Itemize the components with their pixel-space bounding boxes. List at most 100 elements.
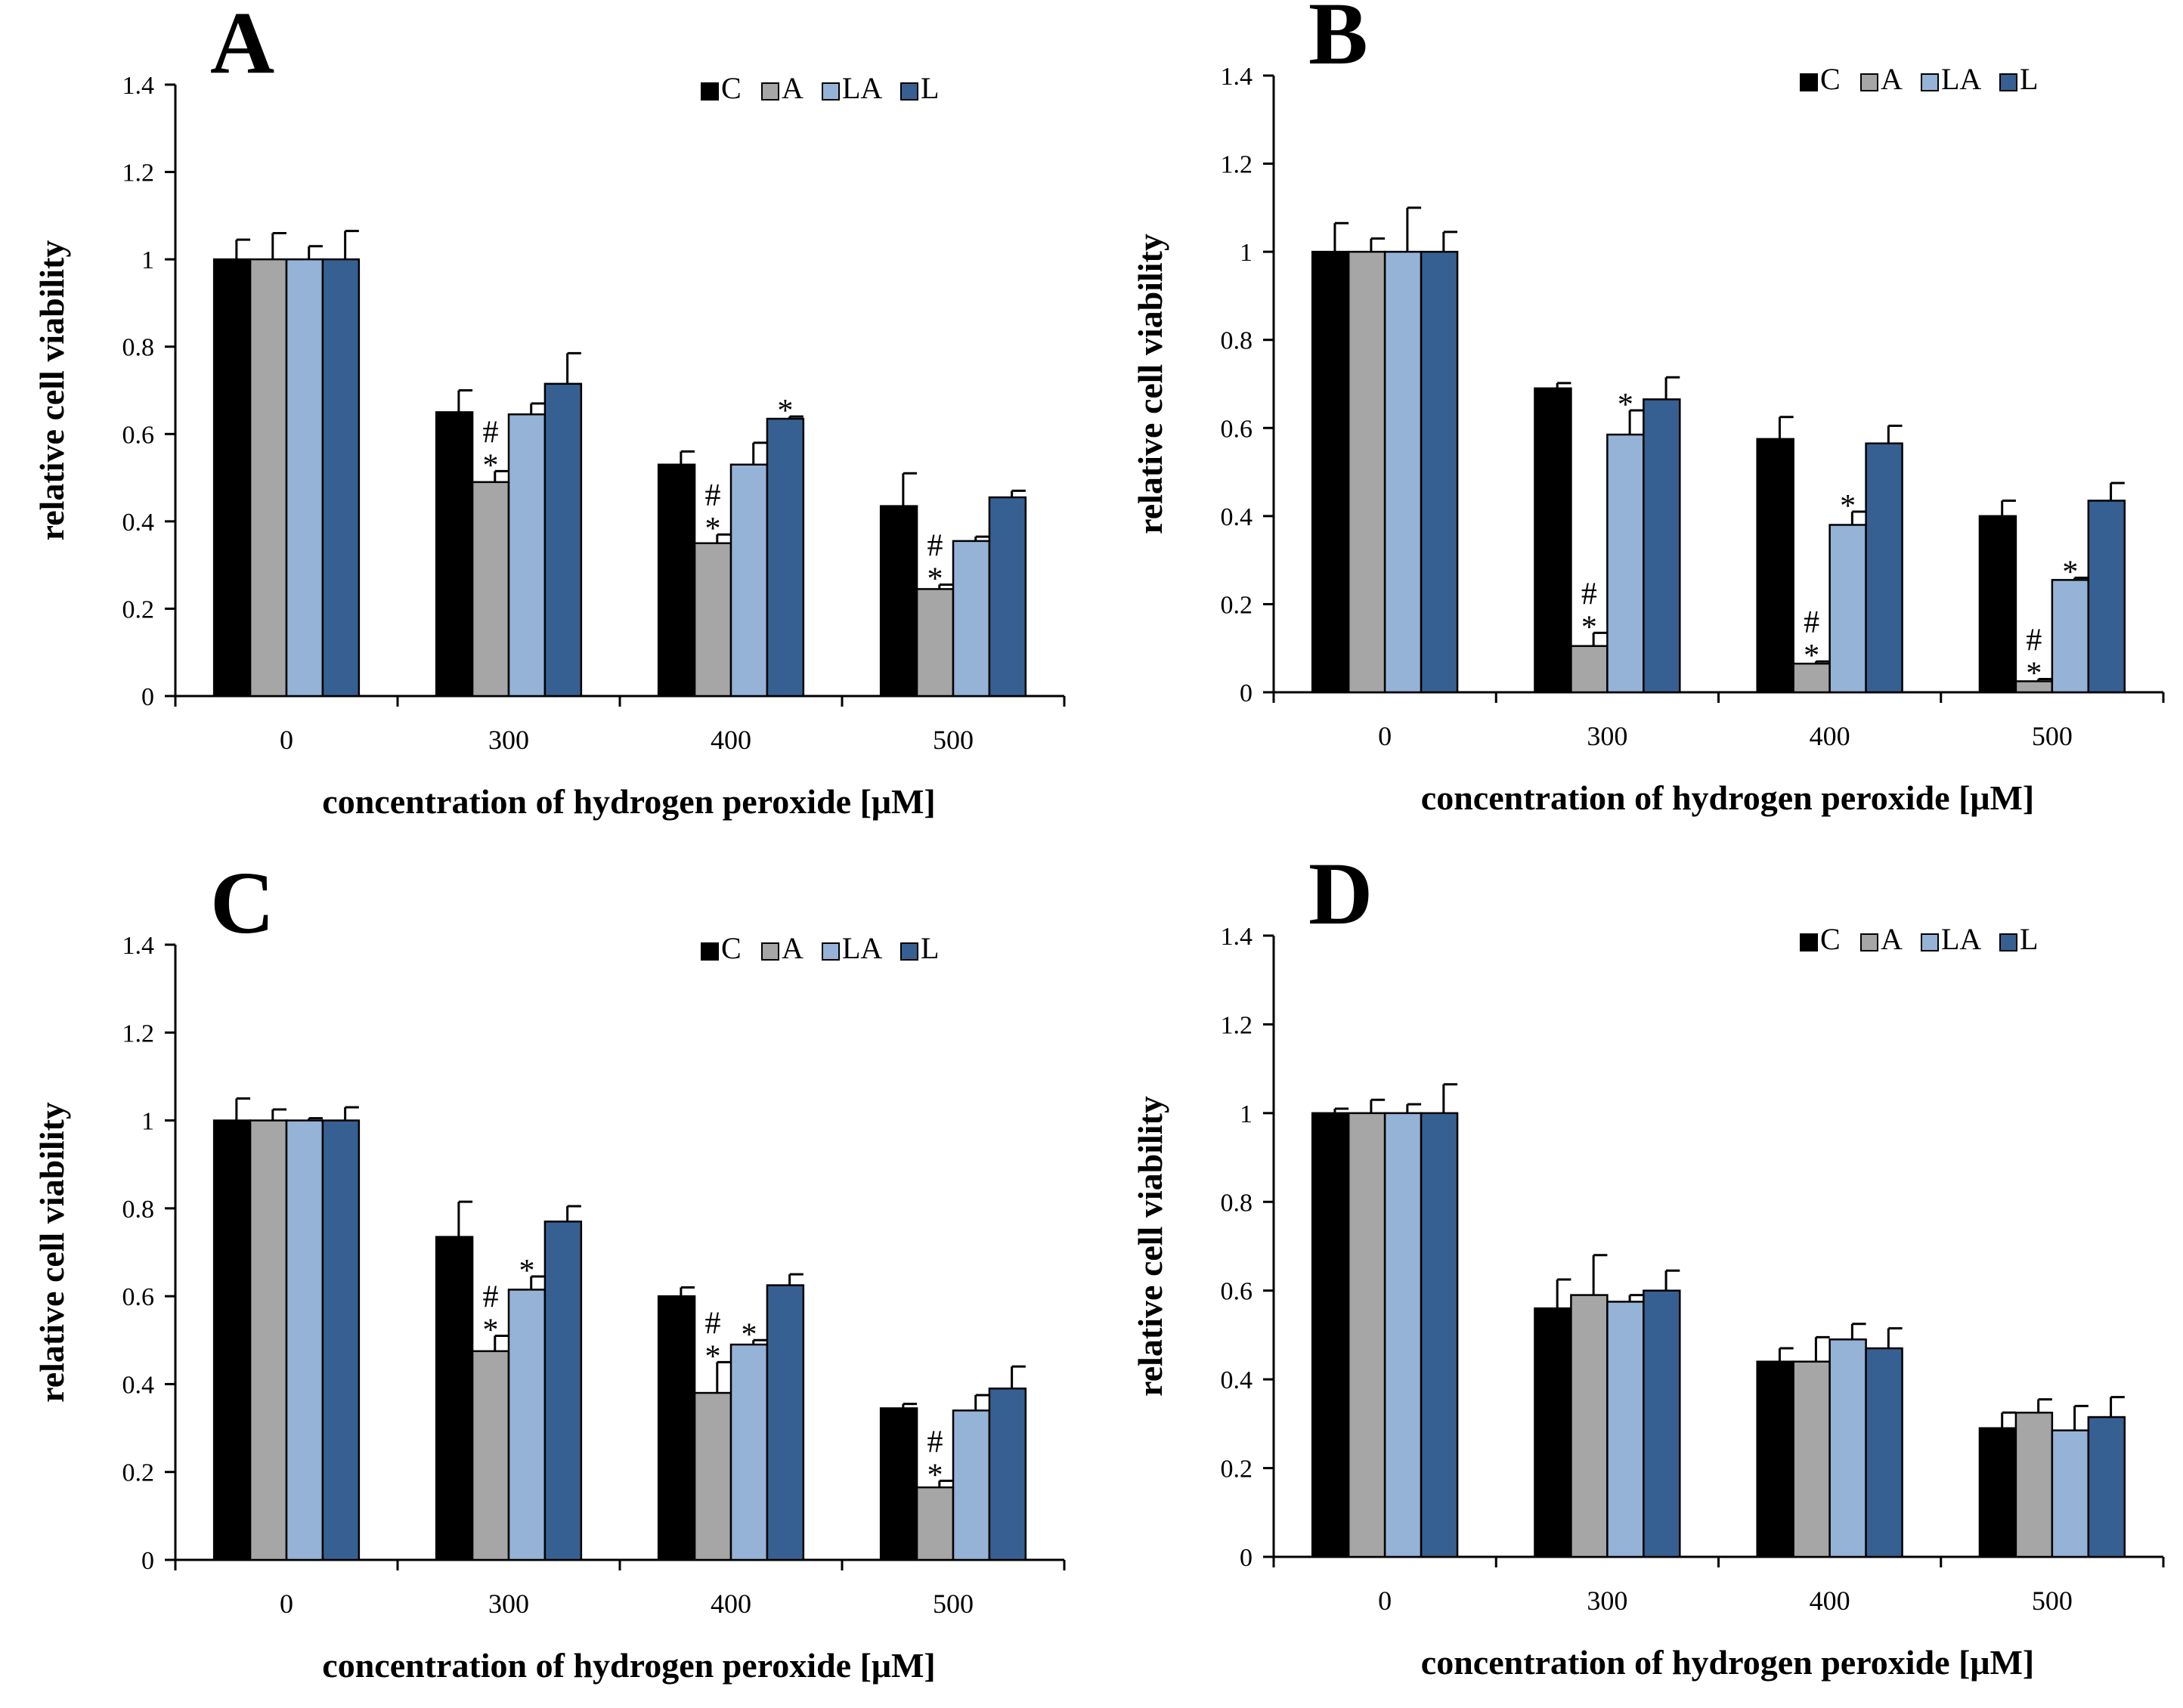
significance-star: * xyxy=(1581,610,1597,645)
bar-c-400 xyxy=(1756,1360,1794,1558)
significance-hash: # xyxy=(705,1306,721,1341)
bar-la-500 xyxy=(2051,579,2090,694)
significance-star: * xyxy=(483,448,499,483)
bar-a-400 xyxy=(1792,1360,1831,1558)
bar-a-500 xyxy=(915,588,955,698)
legend-swatch-a xyxy=(761,942,779,961)
x-tick-label: 500 xyxy=(933,1589,974,1619)
legend-label: A xyxy=(1881,922,1903,956)
bar-l-500 xyxy=(988,1387,1027,1561)
y-tick-label: 0.2 xyxy=(122,1459,155,1487)
y-tick-label: 0.4 xyxy=(122,1371,155,1399)
significance-star: * xyxy=(2062,555,2078,589)
bar-la-300 xyxy=(1606,433,1645,694)
y-tick-label: 0.6 xyxy=(1221,415,1253,443)
y-tick-label: 1 xyxy=(1240,1100,1253,1128)
legend-label: A xyxy=(1881,62,1903,96)
x-tick-label: 500 xyxy=(2032,721,2073,751)
bar-a-500 xyxy=(915,1486,955,1561)
bar-c-400 xyxy=(1756,438,1794,694)
significance-star: * xyxy=(1840,489,1856,524)
significance-hash: # xyxy=(2026,623,2042,658)
bar-l-0 xyxy=(321,1119,361,1561)
bar-la-400 xyxy=(1828,524,1867,694)
x-tick-label: 300 xyxy=(488,1589,529,1619)
legend-swatch-c xyxy=(701,82,719,101)
significance-star: * xyxy=(519,1254,534,1289)
significance-star: * xyxy=(927,1458,943,1493)
x-tick-label: 400 xyxy=(1810,1586,1850,1616)
bar-c-500 xyxy=(1978,1427,2017,1558)
y-tick-label: 1.2 xyxy=(122,159,155,187)
bar-l-500 xyxy=(988,496,1027,698)
bar-c-300 xyxy=(1534,387,1572,694)
y-tick-label: 0.6 xyxy=(122,1283,155,1311)
significance-star: * xyxy=(777,394,793,429)
y-tick-label: 0.4 xyxy=(1221,503,1253,531)
bar-a-400 xyxy=(693,1391,732,1561)
legend-label: C xyxy=(1820,922,1841,956)
y-tick-label: 0.6 xyxy=(122,421,155,449)
bar-c-400 xyxy=(657,1295,696,1561)
legend-swatch-c xyxy=(701,942,719,961)
significance-hash: # xyxy=(1581,577,1597,611)
bar-a-300 xyxy=(1570,645,1609,694)
x-tick-label: 400 xyxy=(711,1589,751,1619)
x-tick-label: 0 xyxy=(1378,1586,1392,1616)
x-axis-title: concentration of hydrogen peroxide [μM] xyxy=(1421,1643,2034,1682)
y-tick-label: 1.2 xyxy=(122,1020,155,1047)
legend-label: C xyxy=(721,931,742,965)
bar-c-500 xyxy=(879,1407,918,1561)
y-tick-label: 0.8 xyxy=(1221,327,1253,355)
legend-label: A xyxy=(782,71,804,105)
y-tick-label: 0 xyxy=(1240,679,1253,707)
y-tick-label: 0.4 xyxy=(122,509,155,537)
bar-l-0 xyxy=(321,258,361,698)
bar-a-300 xyxy=(471,1350,510,1561)
bar-l-400 xyxy=(1865,442,1903,694)
legend-swatch-la xyxy=(1921,73,1939,91)
bar-c-500 xyxy=(879,505,918,698)
panel-d: D 0 0.2 0.4 0.6 0.8 1 1.2 1.4 0 300 400 500 C A LA Lrela… xyxy=(1131,844,2165,1682)
panel-letter: C xyxy=(210,853,274,952)
y-axis-title: relative cell viability xyxy=(33,1102,71,1403)
y-tick-label: 0.2 xyxy=(1221,591,1253,619)
y-tick-label: 0 xyxy=(141,1547,154,1575)
legend-swatch-a xyxy=(1860,933,1878,951)
bar-l-300 xyxy=(1643,1289,1681,1558)
bar-a-0 xyxy=(249,1119,288,1561)
bar-l-400 xyxy=(1865,1347,1903,1558)
x-axis-title: concentration of hydrogen peroxide [μM] xyxy=(322,1646,935,1685)
y-tick-label: 0.4 xyxy=(1221,1366,1253,1394)
bar-a-0 xyxy=(249,258,288,698)
x-axis-title: concentration of hydrogen peroxide [μM] xyxy=(322,782,935,821)
legend-swatch-c xyxy=(1800,73,1818,91)
y-tick-label: 1.2 xyxy=(1221,1011,1253,1039)
bar-c-0 xyxy=(212,258,252,698)
legend-swatch-l xyxy=(900,82,918,101)
y-tick-label: 0 xyxy=(1240,1544,1253,1572)
legend-swatch-l xyxy=(1999,933,2017,951)
significance-star: * xyxy=(1804,639,1819,673)
legend-label: LA xyxy=(842,71,882,105)
significance-star: * xyxy=(927,562,943,597)
y-tick-label: 1.4 xyxy=(122,72,155,100)
significance-star: * xyxy=(483,1313,499,1348)
bar-c-300 xyxy=(435,411,474,698)
significance-hash: # xyxy=(705,478,721,513)
x-tick-label: 0 xyxy=(280,1589,293,1619)
bar-a-400 xyxy=(1792,662,1831,694)
bar-la-300 xyxy=(1606,1301,1645,1558)
x-axis-title: concentration of hydrogen peroxide [μM] xyxy=(1421,778,2034,817)
panel-letter: D xyxy=(1308,844,1373,943)
bar-l-500 xyxy=(2087,500,2126,694)
x-tick-label: 0 xyxy=(1378,721,1392,751)
panel-letter: B xyxy=(1308,0,1368,83)
significance-hash: # xyxy=(1804,605,1819,640)
y-tick-label: 1 xyxy=(141,1108,154,1136)
x-tick-label: 300 xyxy=(1587,721,1627,751)
panel-a: A00.20.40.60.811.21.40 300 400 500*#*#**#C A… xyxy=(33,0,1066,821)
y-axis-title: relative cell viability xyxy=(33,240,71,541)
bar-l-500 xyxy=(2087,1416,2126,1558)
